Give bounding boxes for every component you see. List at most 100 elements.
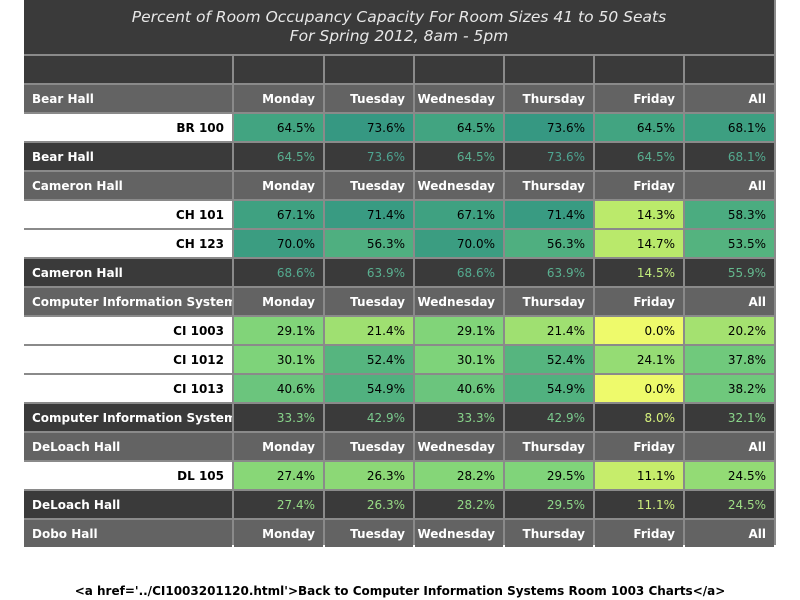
room-value-cell: 52.4% <box>325 346 413 373</box>
room-value-cell: 64.5% <box>415 114 503 141</box>
room-value-cell: 71.4% <box>325 201 413 228</box>
room-value-cell: 21.4% <box>505 317 593 344</box>
day-header-all: All <box>685 172 774 199</box>
room-value-cell: 56.3% <box>325 230 413 257</box>
day-header-thursday: Thursday <box>505 520 593 547</box>
room-value-cell: 29.5% <box>505 462 593 489</box>
summary-value-cell: 64.5% <box>234 143 323 170</box>
summary-value-cell: 28.2% <box>415 491 503 518</box>
room-value-cell: 24.5% <box>685 462 774 489</box>
spacer-cell <box>685 56 774 83</box>
summary-value-cell: 11.1% <box>595 491 683 518</box>
day-header-all: All <box>685 85 774 112</box>
building-header-name: Dobo Hall <box>24 520 232 547</box>
room-value-cell: 30.1% <box>415 346 503 373</box>
day-header-all: All <box>685 433 774 460</box>
room-value-cell: 64.5% <box>595 114 683 141</box>
room-value-cell: 68.1% <box>685 114 774 141</box>
summary-value-cell: 55.9% <box>685 259 774 286</box>
spacer-cell <box>24 56 232 83</box>
summary-value-cell: 8.0% <box>595 404 683 431</box>
day-header-friday: Friday <box>595 520 683 547</box>
building-summary-name: Bear Hall <box>24 143 232 170</box>
back-link[interactable]: <a href='../CI1003201120.html'>Back to C… <box>74 584 726 598</box>
day-header-wednesday: Wednesday <box>415 520 503 547</box>
room-value-cell: 0.0% <box>595 317 683 344</box>
title-line-1: Percent of Room Occupancy Capacity For R… <box>131 8 667 26</box>
day-header-thursday: Thursday <box>505 288 593 315</box>
day-header-thursday: Thursday <box>505 172 593 199</box>
room-value-cell: 40.6% <box>415 375 503 402</box>
building-summary-name: DeLoach Hall <box>24 491 232 518</box>
summary-value-cell: 33.3% <box>234 404 323 431</box>
room-value-cell: 53.5% <box>685 230 774 257</box>
room-value-cell: 52.4% <box>505 346 593 373</box>
day-header-friday: Friday <box>595 288 683 315</box>
room-value-cell: 11.1% <box>595 462 683 489</box>
room-name: CI 1003 <box>24 317 232 344</box>
room-value-cell: 29.1% <box>234 317 323 344</box>
day-header-friday: Friday <box>595 433 683 460</box>
summary-value-cell: 68.6% <box>234 259 323 286</box>
room-name: BR 100 <box>24 114 232 141</box>
building-header-name: Bear Hall <box>24 85 232 112</box>
summary-value-cell: 42.9% <box>325 404 413 431</box>
room-value-cell: 67.1% <box>234 201 323 228</box>
building-header-name: DeLoach Hall <box>24 433 232 460</box>
summary-value-cell: 42.9% <box>505 404 593 431</box>
summary-value-cell: 63.9% <box>505 259 593 286</box>
day-header-monday: Monday <box>234 288 323 315</box>
day-header-tuesday: Tuesday <box>325 433 413 460</box>
spacer-cell <box>234 56 323 83</box>
room-value-cell: 28.2% <box>415 462 503 489</box>
day-header-friday: Friday <box>595 85 683 112</box>
day-header-monday: Monday <box>234 85 323 112</box>
room-value-cell: 30.1% <box>234 346 323 373</box>
summary-value-cell: 14.5% <box>595 259 683 286</box>
day-header-tuesday: Tuesday <box>325 520 413 547</box>
summary-value-cell: 27.4% <box>234 491 323 518</box>
spacer-cell <box>325 56 413 83</box>
building-header-name: Cameron Hall <box>24 172 232 199</box>
table-title: Percent of Room Occupancy Capacity For R… <box>24 0 774 54</box>
summary-value-cell: 73.6% <box>505 143 593 170</box>
building-summary-name: Cameron Hall <box>24 259 232 286</box>
building-summary-name: Computer Information Systems <box>24 404 232 431</box>
room-value-cell: 70.0% <box>234 230 323 257</box>
room-value-cell: 37.8% <box>685 346 774 373</box>
spacer-cell <box>595 56 683 83</box>
room-value-cell: 14.3% <box>595 201 683 228</box>
day-header-all: All <box>685 520 774 547</box>
day-header-monday: Monday <box>234 172 323 199</box>
summary-value-cell: 33.3% <box>415 404 503 431</box>
room-value-cell: 73.6% <box>505 114 593 141</box>
summary-value-cell: 68.6% <box>415 259 503 286</box>
room-value-cell: 20.2% <box>685 317 774 344</box>
day-header-tuesday: Tuesday <box>325 85 413 112</box>
room-value-cell: 27.4% <box>234 462 323 489</box>
summary-value-cell: 68.1% <box>685 143 774 170</box>
day-header-wednesday: Wednesday <box>415 288 503 315</box>
building-header-name: Computer Information Systems <box>24 288 232 315</box>
summary-value-cell: 26.3% <box>325 491 413 518</box>
room-value-cell: 58.3% <box>685 201 774 228</box>
room-value-cell: 56.3% <box>505 230 593 257</box>
summary-value-cell: 73.6% <box>325 143 413 170</box>
room-value-cell: 54.9% <box>325 375 413 402</box>
day-header-friday: Friday <box>595 172 683 199</box>
room-name: DL 105 <box>24 462 232 489</box>
spacer-cell <box>505 56 593 83</box>
room-value-cell: 54.9% <box>505 375 593 402</box>
room-value-cell: 73.6% <box>325 114 413 141</box>
day-header-monday: Monday <box>234 520 323 547</box>
room-value-cell: 21.4% <box>325 317 413 344</box>
room-name: CI 1013 <box>24 375 232 402</box>
day-header-wednesday: Wednesday <box>415 433 503 460</box>
room-name: CI 1012 <box>24 346 232 373</box>
room-value-cell: 64.5% <box>234 114 323 141</box>
day-header-wednesday: Wednesday <box>415 172 503 199</box>
room-value-cell: 71.4% <box>505 201 593 228</box>
room-value-cell: 38.2% <box>685 375 774 402</box>
room-value-cell: 70.0% <box>415 230 503 257</box>
day-header-tuesday: Tuesday <box>325 288 413 315</box>
